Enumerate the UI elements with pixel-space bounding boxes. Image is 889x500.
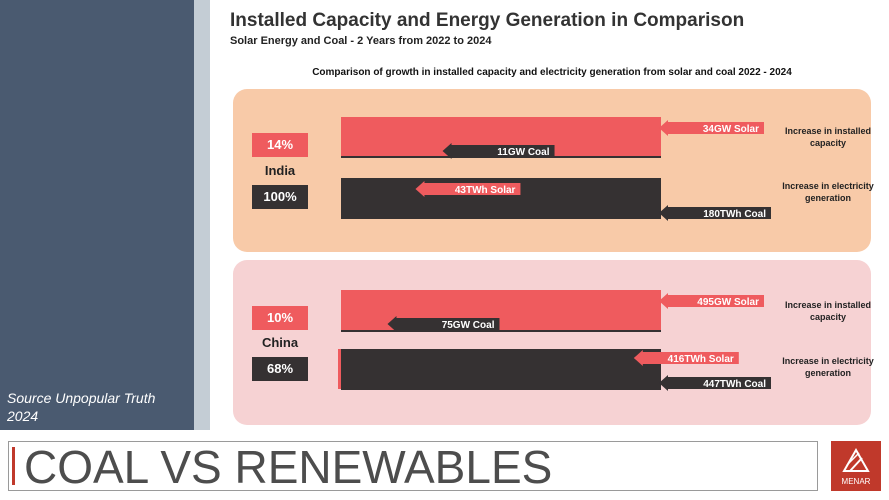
india-capacity-row-label: Increase in installed capacity xyxy=(784,126,872,148)
china-capacity-solar-arrow xyxy=(659,293,764,309)
india-capacity-solar-label: 34GW Solar xyxy=(703,124,759,135)
india-country-label: India xyxy=(264,163,296,178)
india-capacity-solar-arrow xyxy=(659,120,764,136)
sidebar-stripe xyxy=(194,0,210,430)
page-subtitle: Solar Energy and Coal - 2 Years from 202… xyxy=(230,35,492,47)
footer-banner-box xyxy=(8,441,818,491)
india-generation-coal-arrow xyxy=(659,205,771,221)
china-capacity-coal-arrow xyxy=(387,316,500,332)
china-capacity-row-label: Increase in installed capacity xyxy=(784,300,872,322)
india-generation-solar-label: 43TWh Solar xyxy=(455,185,516,196)
sidebar-panel xyxy=(0,0,194,430)
india-panel xyxy=(233,89,871,252)
china-generation-coal-arrow xyxy=(659,375,771,391)
india-capacity-coal-arrow xyxy=(442,143,555,159)
footer-banner-text: COAL VS RENEWABLES xyxy=(24,441,553,493)
india-generation-row-label: Increase in electricity generation xyxy=(782,181,874,203)
china-country-label: China xyxy=(261,335,299,350)
menar-logo: MENAR xyxy=(831,441,881,491)
china-generation-percent: 68% xyxy=(252,357,308,381)
india-capacity-percent: 14% xyxy=(252,133,308,157)
china-generation-row-label: Increase in electricity generation xyxy=(782,356,874,378)
china-capacity-coal-label: 75GW Coal xyxy=(442,320,495,331)
logo-mark-icon xyxy=(842,447,870,472)
footer-accent-line xyxy=(12,447,15,485)
india-generation-coal-label: 180TWh Coal xyxy=(703,209,766,220)
page-title: Installed Capacity and Energy Generation… xyxy=(230,10,745,31)
logo-text: MENAR xyxy=(841,477,871,486)
china-panel xyxy=(233,260,871,425)
china-generation-coal-label: 447TWh Coal xyxy=(703,379,766,390)
china-capacity-percent: 10% xyxy=(252,306,308,330)
india-generation-solar-arrow xyxy=(415,181,521,197)
india-generation-percent: 100% xyxy=(252,185,308,209)
china-generation-solar-label: 416TWh Solar xyxy=(668,354,734,365)
china-capacity-solar-label: 495GW Solar xyxy=(697,297,759,308)
india-capacity-coal-label: 11GW Coal xyxy=(497,147,549,158)
china-generation-solar-arrow xyxy=(633,350,739,366)
china-generation-coal-bar xyxy=(341,349,661,389)
chart-title: Comparison of growth in installed capaci… xyxy=(312,67,792,78)
source-note: Source Unpopular Truth 2024 xyxy=(7,390,156,424)
